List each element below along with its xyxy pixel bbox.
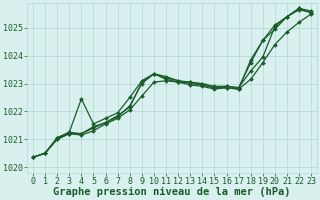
X-axis label: Graphe pression niveau de la mer (hPa): Graphe pression niveau de la mer (hPa) bbox=[53, 187, 291, 197]
